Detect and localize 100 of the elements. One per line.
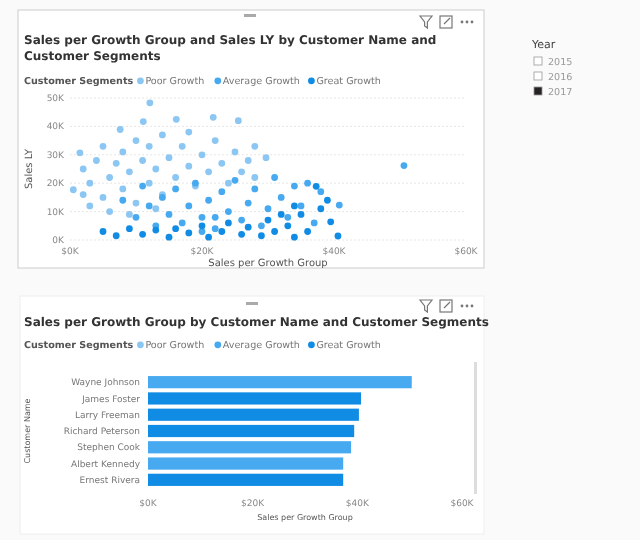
point	[86, 202, 94, 210]
point	[264, 205, 272, 213]
point	[244, 223, 252, 231]
bar	[148, 376, 412, 389]
point	[79, 165, 87, 173]
point	[112, 232, 120, 240]
point	[185, 202, 193, 210]
point	[99, 228, 107, 235]
point	[244, 157, 252, 164]
point	[238, 216, 245, 224]
point	[231, 148, 239, 156]
point	[251, 142, 259, 150]
point	[244, 199, 252, 207]
point	[297, 211, 305, 218]
point	[400, 162, 408, 169]
point	[324, 196, 331, 204]
point	[152, 205, 160, 213]
point	[126, 211, 133, 218]
point	[211, 213, 219, 221]
point	[119, 185, 127, 193]
point	[139, 157, 146, 164]
point	[172, 185, 179, 193]
point	[116, 126, 124, 133]
point	[198, 222, 206, 230]
point	[234, 117, 242, 125]
point	[291, 182, 298, 190]
point	[126, 168, 133, 176]
point	[335, 201, 343, 209]
point	[132, 199, 140, 207]
point	[225, 179, 232, 187]
point	[304, 228, 311, 235]
point	[145, 142, 153, 150]
point	[284, 222, 292, 230]
point	[231, 176, 239, 184]
point	[205, 233, 212, 241]
point	[132, 213, 140, 221]
point	[198, 228, 206, 235]
point	[205, 196, 212, 204]
point	[264, 216, 272, 224]
point	[185, 162, 193, 170]
point	[69, 186, 77, 194]
point	[139, 182, 146, 190]
point	[334, 232, 342, 240]
point	[238, 168, 245, 176]
bar	[148, 424, 355, 438]
point	[93, 157, 100, 164]
point	[172, 225, 179, 233]
point	[251, 174, 259, 181]
point	[317, 205, 325, 213]
point	[310, 219, 318, 227]
point	[132, 137, 140, 144]
point	[297, 202, 305, 210]
point	[99, 142, 107, 150]
point	[205, 168, 212, 176]
point	[198, 151, 206, 159]
point	[86, 179, 94, 187]
point	[178, 219, 186, 227]
point	[185, 128, 193, 136]
point	[112, 159, 120, 167]
point	[198, 213, 206, 221]
point	[106, 208, 113, 215]
point	[126, 225, 133, 233]
point	[291, 202, 298, 210]
point	[119, 196, 127, 204]
point	[218, 188, 226, 196]
point	[185, 229, 193, 237]
point	[327, 218, 335, 226]
point	[209, 113, 217, 121]
point	[218, 159, 226, 167]
point	[262, 154, 270, 162]
point	[258, 222, 265, 230]
point	[312, 182, 320, 190]
point	[146, 99, 154, 107]
point	[178, 142, 186, 150]
point	[139, 118, 147, 125]
bar	[148, 441, 352, 454]
point	[172, 115, 180, 123]
point	[225, 219, 232, 227]
point	[76, 149, 84, 157]
point	[304, 179, 311, 187]
bar	[148, 473, 344, 486]
bar	[148, 392, 361, 405]
point	[139, 230, 146, 238]
point	[119, 148, 127, 156]
point	[172, 174, 179, 181]
point	[159, 131, 166, 139]
point	[284, 213, 292, 221]
point	[271, 228, 278, 235]
point	[238, 230, 245, 238]
point	[145, 202, 153, 210]
point	[211, 225, 219, 233]
point	[106, 174, 113, 181]
point	[277, 194, 285, 201]
point	[211, 137, 219, 144]
point	[165, 154, 173, 162]
point	[99, 194, 107, 201]
bar	[148, 408, 359, 421]
point	[258, 232, 265, 240]
point	[251, 185, 259, 193]
bar	[148, 457, 344, 470]
